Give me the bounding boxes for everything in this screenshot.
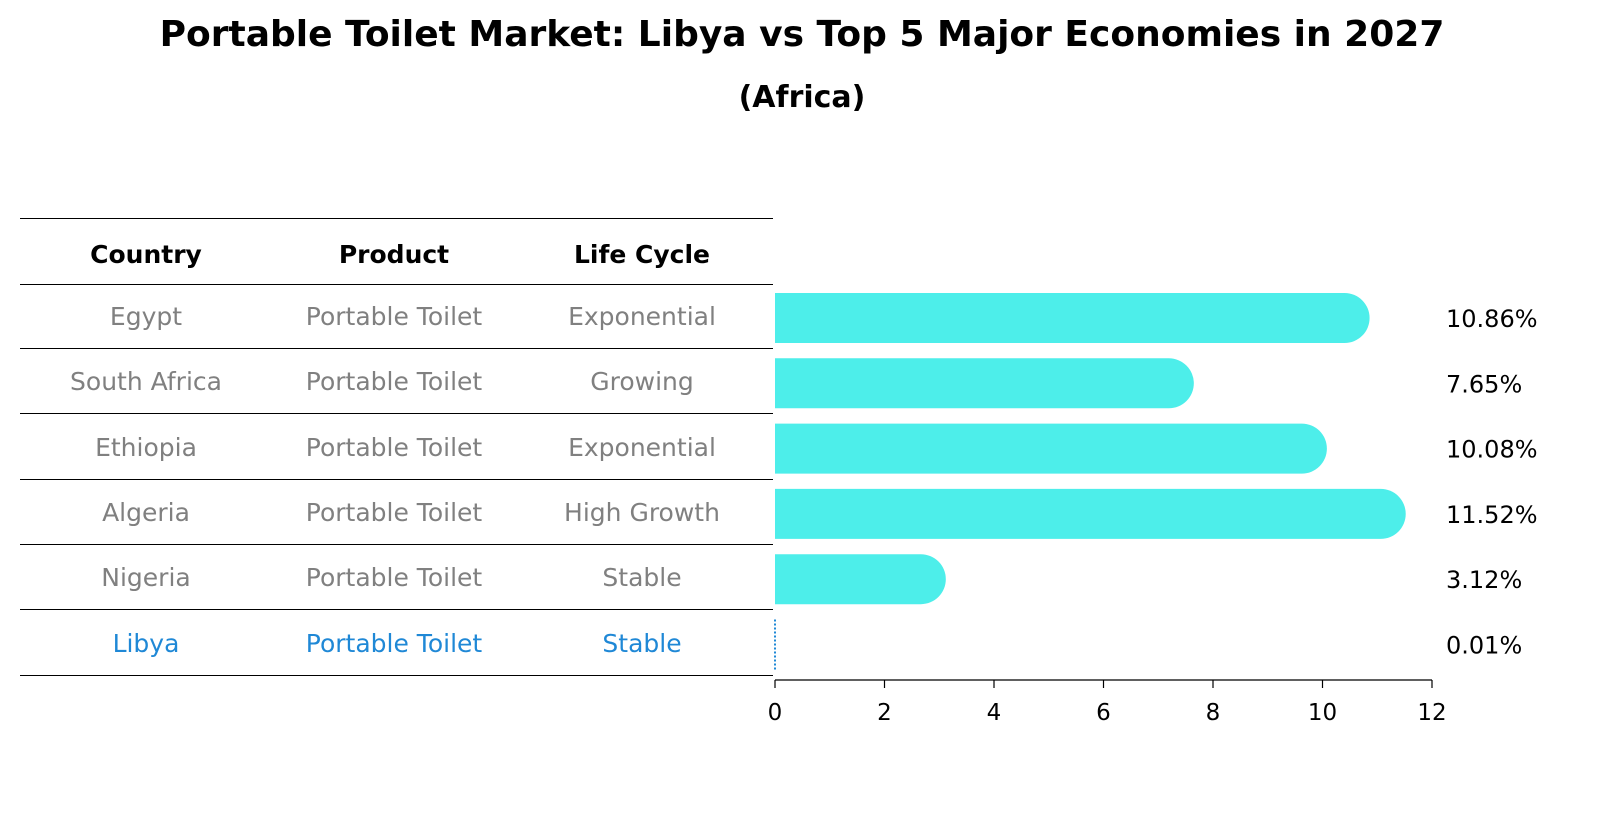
cell-product: Portable Toilet: [305, 628, 483, 658]
table-row-divider: [20, 544, 773, 545]
bar-4: [775, 554, 946, 605]
table-row-divider: [20, 348, 773, 349]
table-row-divider: [20, 479, 773, 480]
bar-3: [775, 488, 1406, 539]
x-tick-label-6: 12: [1417, 700, 1446, 726]
cell-country: Egypt: [109, 302, 183, 331]
cell-life-cycle: Exponential: [568, 302, 716, 331]
cell-country: Algeria: [102, 497, 190, 527]
cell-country: South Africa: [70, 367, 222, 397]
chart-title: Portable Toilet Market: Libya vs Top 5 M…: [159, 14, 1445, 55]
cell-product: Portable Toilet: [305, 302, 483, 331]
cell-product: Portable Toilet: [305, 432, 483, 462]
cell-product: Portable Toilet: [305, 497, 483, 527]
table-row-divider: [20, 413, 773, 414]
table-top-rule: [20, 218, 773, 219]
table-bottom-rule: [20, 675, 773, 676]
cell-life-cycle: Stable: [602, 563, 682, 593]
x-tick-label-5: 10: [1308, 700, 1337, 726]
bar-1: [775, 358, 1194, 409]
bar-0: [775, 293, 1370, 343]
x-tick-label-1: 2: [877, 700, 892, 726]
value-label-2: 10.08%: [1446, 436, 1538, 464]
header-life-cycle: Life Cycle: [573, 240, 711, 269]
header-country: Country: [90, 240, 202, 269]
chart-subtitle: (Africa): [738, 80, 866, 115]
x-tick-label-0: 0: [768, 700, 783, 726]
x-tick-label-4: 8: [1206, 700, 1221, 726]
value-label-4: 3.12%: [1446, 566, 1522, 594]
cell-life-cycle: High Growth: [564, 497, 720, 527]
x-tick-label-3: 6: [1096, 700, 1111, 726]
cell-country: Nigeria: [101, 563, 191, 593]
table-row-divider: [20, 609, 773, 610]
cell-life-cycle: Growing: [590, 367, 694, 397]
value-label-3: 11.52%: [1446, 501, 1538, 529]
bar-2: [775, 423, 1327, 474]
table-header-rule: [20, 284, 773, 285]
x-tick-label-2: 4: [987, 700, 1002, 726]
cell-product: Portable Toilet: [305, 563, 483, 593]
value-label-0: 10.86%: [1446, 305, 1538, 333]
value-label-1: 7.65%: [1446, 370, 1522, 398]
cell-country: Libya: [112, 628, 180, 658]
cell-country: Ethiopia: [95, 432, 197, 462]
cell-product: Portable Toilet: [305, 367, 483, 397]
cell-life-cycle: Exponential: [568, 432, 716, 462]
value-label-5: 0.01%: [1446, 632, 1522, 660]
cell-life-cycle: Stable: [602, 628, 682, 658]
header-product: Product: [338, 240, 450, 269]
